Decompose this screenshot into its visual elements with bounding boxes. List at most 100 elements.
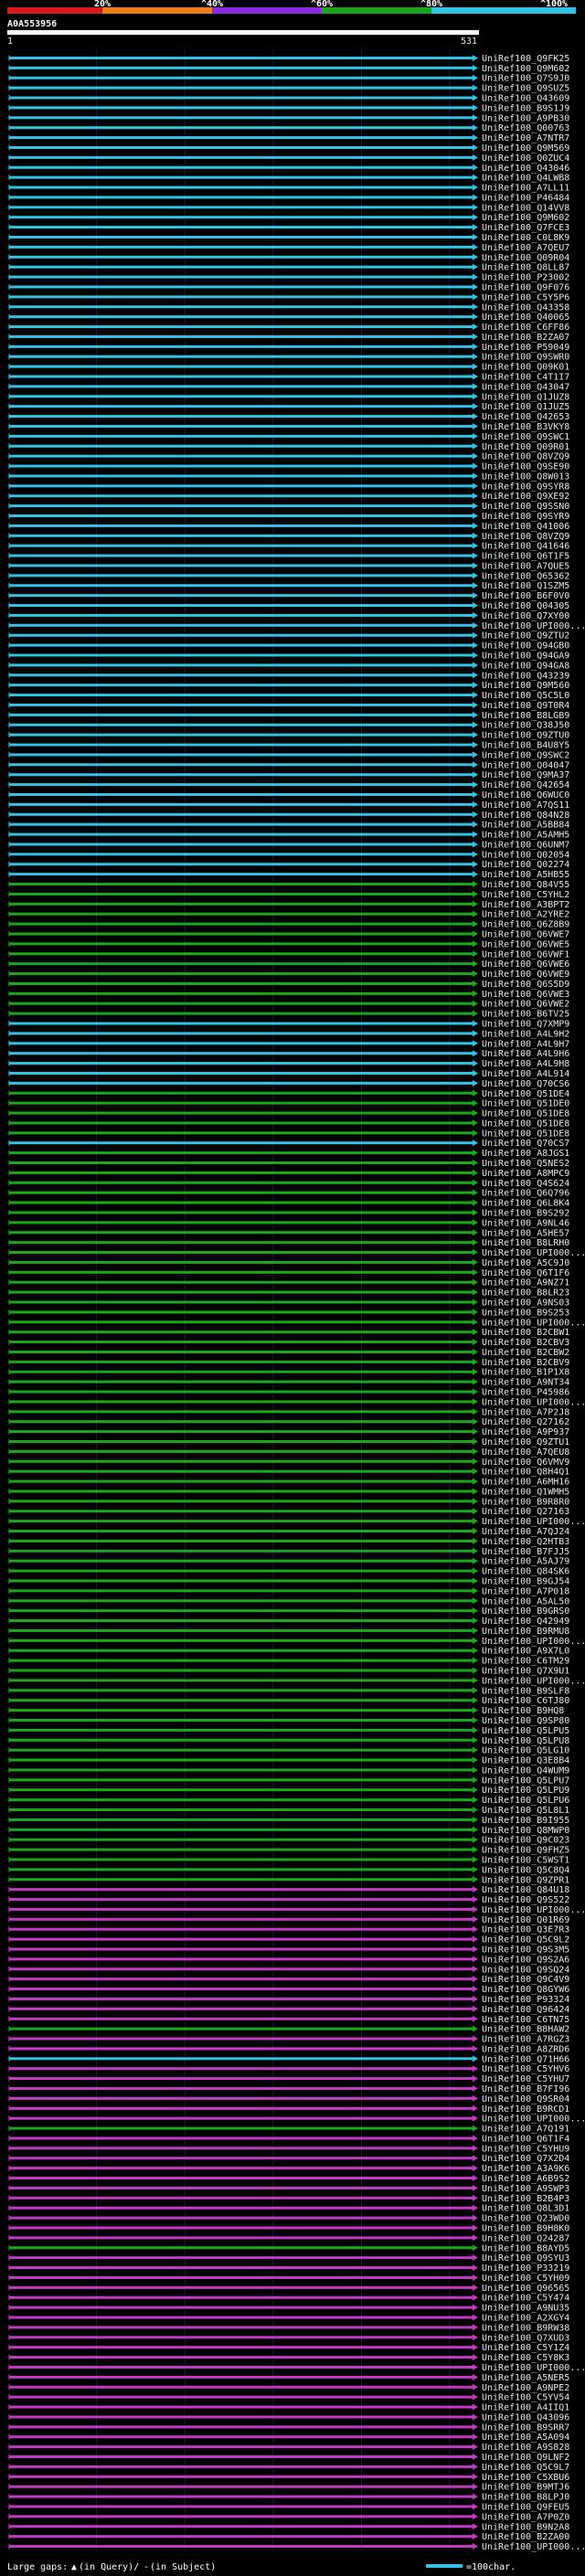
hit-bar[interactable] (9, 1828, 473, 1831)
hit-bar[interactable] (9, 873, 473, 876)
hit-bar[interactable] (9, 1211, 473, 1214)
hit-bar[interactable] (9, 783, 473, 787)
hit-bar[interactable] (9, 832, 473, 836)
hit-bar[interactable] (9, 1251, 473, 1255)
hit-bar[interactable] (9, 2256, 473, 2260)
hit-bar[interactable] (9, 1201, 473, 1204)
hit-label[interactable]: UniRef100_Q7XUD3 (482, 2333, 569, 2343)
hit-label[interactable]: UniRef100_Q8W013 (482, 472, 569, 482)
hit-label[interactable]: UniRef100_A5AMH5 (482, 831, 569, 841)
hit-label[interactable]: UniRef100_UPI000... (482, 2542, 585, 2552)
hit-bar[interactable] (9, 1052, 473, 1055)
hit-label[interactable]: UniRef100_B9I955 (482, 1816, 569, 1826)
hit-bar[interactable] (9, 1280, 473, 1284)
hit-label[interactable]: UniRef100_Q1JUZ8 (482, 392, 569, 402)
hit-bar[interactable] (9, 444, 473, 448)
hit-bar[interactable] (9, 2455, 473, 2459)
hit-label[interactable]: UniRef100_Q4WUM9 (482, 1765, 569, 1776)
hit-label[interactable]: UniRef100_Q84V55 (482, 880, 569, 890)
hit-bar[interactable] (9, 2285, 473, 2289)
hit-label[interactable]: UniRef100_A3A9K6 (482, 2164, 569, 2174)
hit-bar[interactable] (9, 2157, 473, 2160)
hit-bar[interactable] (9, 196, 473, 199)
hit-label[interactable]: UniRef100_Q02054 (482, 850, 569, 860)
hit-label[interactable]: UniRef100_B4U8Y5 (482, 741, 569, 751)
hit-label[interactable]: UniRef100_A3BPT2 (482, 900, 569, 910)
hit-label[interactable]: UniRef100_C5Y8K3 (482, 2353, 569, 2363)
hit-bar[interactable] (9, 175, 473, 179)
hit-bar[interactable] (9, 2275, 473, 2279)
hit-bar[interactable] (9, 464, 473, 468)
hit-label[interactable]: UniRef100_Q09R01 (482, 442, 569, 452)
hit-label[interactable]: UniRef100_Q9MA37 (482, 770, 569, 780)
hit-bar[interactable] (9, 1788, 473, 1792)
hit-bar[interactable] (9, 2465, 473, 2468)
hit-label[interactable]: UniRef100_B7FJJ5 (482, 1547, 569, 1557)
hit-label[interactable]: UniRef100_Q6VWF1 (482, 949, 569, 959)
hit-label[interactable]: UniRef100_C6TN75 (482, 2015, 569, 2025)
hit-label[interactable]: UniRef100_A4L9H7 (482, 1039, 569, 1049)
hit-label[interactable]: UniRef100_A7QEU7 (482, 243, 569, 253)
hit-label[interactable]: UniRef100_A7QJ24 (482, 1527, 569, 1537)
hit-label[interactable]: UniRef100_B9MTJ6 (482, 2483, 569, 2493)
hit-label[interactable]: UniRef100_Q8LL87 (482, 263, 569, 273)
hit-bar[interactable] (9, 1628, 473, 1632)
hit-bar[interactable] (9, 2395, 473, 2399)
hit-label[interactable]: UniRef100_Q4S624 (482, 1179, 569, 1189)
hit-bar[interactable] (9, 892, 473, 896)
hit-label[interactable]: UniRef100_A6MH16 (482, 1478, 569, 1488)
hit-bar[interactable] (9, 415, 473, 419)
hit-bar[interactable] (9, 653, 473, 657)
hit-bar[interactable] (9, 56, 473, 59)
hit-bar[interactable] (9, 1808, 473, 1812)
hit-label[interactable]: UniRef100_Q9SYU3 (482, 2253, 569, 2263)
hit-label[interactable]: UniRef100_B2B4P3 (482, 2194, 569, 2204)
hit-label[interactable]: UniRef100_Q84U18 (482, 1885, 569, 1895)
hit-bar[interactable] (9, 604, 473, 608)
hit-bar[interactable] (9, 1848, 473, 1851)
hit-label[interactable]: UniRef100_A7NTR7 (482, 133, 569, 143)
hit-bar[interactable] (9, 484, 473, 488)
hit-bar[interactable] (9, 1898, 473, 1902)
hit-bar[interactable] (9, 1191, 473, 1194)
hit-bar[interactable] (9, 843, 473, 846)
hit-label[interactable]: UniRef100_Q5C9L2 (482, 1935, 569, 1945)
hit-bar[interactable] (9, 1988, 473, 1991)
hit-label[interactable]: UniRef100_A5BB84 (482, 821, 569, 831)
hit-bar[interactable] (9, 1231, 473, 1235)
hit-label[interactable]: UniRef100_Q43046 (482, 164, 569, 174)
hit-bar[interactable] (9, 126, 473, 130)
hit-bar[interactable] (9, 2356, 473, 2359)
hit-bar[interactable] (9, 1520, 473, 1523)
hit-label[interactable]: UniRef100_C5YV54 (482, 2393, 569, 2403)
hit-label[interactable]: UniRef100_Q43096 (482, 2412, 569, 2422)
hit-label[interactable]: UniRef100_Q9SR04 (482, 2094, 569, 2104)
hit-label[interactable]: UniRef100_Q7XMP9 (482, 1020, 569, 1030)
hit-label[interactable]: UniRef100_Q01R69 (482, 1915, 569, 1925)
hit-bar[interactable] (9, 802, 473, 806)
hit-bar[interactable] (9, 236, 473, 239)
hit-label[interactable]: UniRef100_B9HQ8 (482, 1706, 564, 1716)
hit-bar[interactable] (9, 673, 473, 677)
hit-bar[interactable] (9, 1937, 473, 1941)
hit-label[interactable]: UniRef100_B9S253 (482, 1308, 569, 1318)
hit-label[interactable]: UniRef100_UPI000... (482, 1517, 585, 1527)
hit-bar[interactable] (9, 942, 473, 946)
hit-bar[interactable] (9, 2067, 473, 2071)
hit-label[interactable]: UniRef100_Q43358 (482, 302, 569, 313)
hit-bar[interactable] (9, 1270, 473, 1274)
hit-label[interactable]: UniRef100_Q6T1F5 (482, 552, 569, 562)
hit-bar[interactable] (9, 703, 473, 706)
hit-label[interactable]: UniRef100_Q9FK25 (482, 54, 569, 64)
hit-bar[interactable] (9, 305, 473, 309)
hit-bar[interactable] (9, 66, 473, 69)
hit-bar[interactable] (9, 2236, 473, 2240)
hit-bar[interactable] (9, 1071, 473, 1075)
hit-label[interactable]: UniRef100_B1P1X8 (482, 1368, 569, 1378)
hit-label[interactable]: UniRef100_A7RGZ3 (482, 2035, 569, 2045)
hit-bar[interactable] (9, 1997, 473, 2000)
hit-label[interactable]: UniRef100_Q3E7R3 (482, 1925, 569, 1935)
hit-label[interactable]: UniRef100_Q1SZM5 (482, 581, 569, 591)
hit-label[interactable]: UniRef100_A5AL50 (482, 1596, 569, 1606)
hit-bar[interactable] (9, 1699, 473, 1702)
